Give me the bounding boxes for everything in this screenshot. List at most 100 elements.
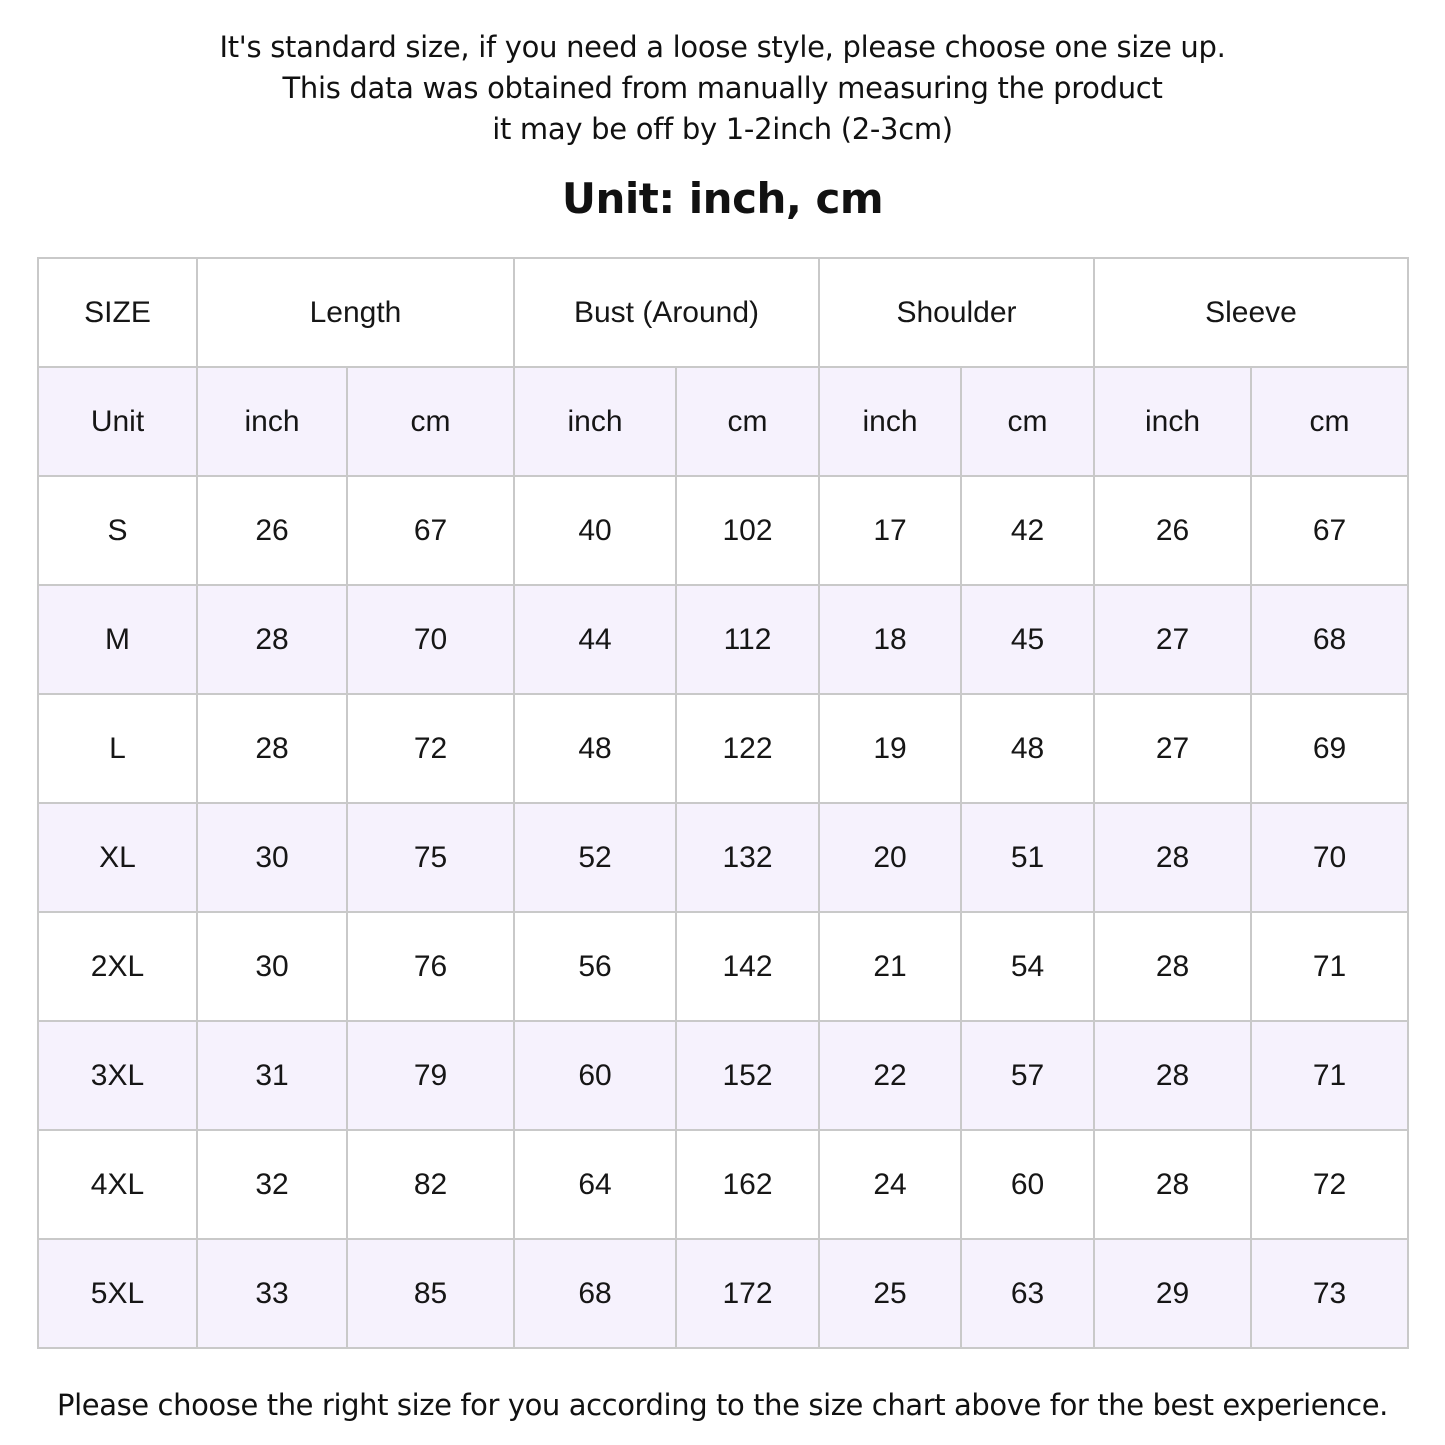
table-cell: 28: [196, 693, 348, 804]
table-cell: 18: [818, 584, 962, 695]
table-cell: 162: [675, 1129, 820, 1240]
table-row: 4XL 32 82 64 162 24 60 28 72: [37, 1129, 1409, 1240]
table-row: XL 30 75 52 132 20 51 28 70: [37, 802, 1409, 913]
table-cell: 67: [1250, 475, 1409, 586]
table-cell: 63: [960, 1238, 1095, 1349]
table-cell: 48: [960, 693, 1095, 804]
table-cell: 60: [513, 1020, 677, 1131]
table-row: L 28 72 48 122 19 48 27 69: [37, 693, 1409, 804]
table-cell: cm: [675, 366, 820, 477]
note-line: This data was obtained from manually mea…: [282, 71, 1163, 105]
row-label: 2XL: [37, 911, 198, 1022]
table-cell: 28: [1093, 911, 1252, 1022]
table-cell: 57: [960, 1020, 1095, 1131]
table-cell: 54: [960, 911, 1095, 1022]
row-label: L: [37, 693, 198, 804]
table-cell: 21: [818, 911, 962, 1022]
size-chart-table: SIZE Length Bust (Around) Shoulder Sleev…: [37, 257, 1409, 1349]
table-cell: 52: [513, 802, 677, 913]
table-row: M 28 70 44 112 18 45 27 68: [37, 584, 1409, 695]
table-cell: 69: [1250, 693, 1409, 804]
note-line: it may be off by 1-2inch (2-3cm): [492, 112, 953, 146]
table-cell: 82: [346, 1129, 515, 1240]
row-label: 5XL: [37, 1238, 198, 1349]
table-cell: 19: [818, 693, 962, 804]
table-cell: 152: [675, 1020, 820, 1131]
footer-note: Please choose the right size for you acc…: [57, 1388, 1388, 1422]
table-cell: 45: [960, 584, 1095, 695]
row-label: S: [37, 475, 198, 586]
table-cell: 68: [1250, 584, 1409, 695]
table-cell: inch: [513, 366, 677, 477]
table-cell: 51: [960, 802, 1095, 913]
group-header-sleeve: Sleeve: [1093, 257, 1409, 368]
table-row: 3XL 31 79 60 152 22 57 28 71: [37, 1020, 1409, 1131]
note-line: It's standard size, if you need a loose …: [219, 30, 1226, 64]
header-row: SIZE Length Bust (Around) Shoulder Sleev…: [37, 257, 1409, 368]
table-cell: 24: [818, 1129, 962, 1240]
table-cell: 85: [346, 1238, 515, 1349]
table-cell: 31: [196, 1020, 348, 1131]
table-row: 5XL 33 85 68 172 25 63 29 73: [37, 1238, 1409, 1349]
table-cell: 70: [1250, 802, 1409, 913]
row-label: XL: [37, 802, 198, 913]
table-cell: 79: [346, 1020, 515, 1131]
table-cell: 48: [513, 693, 677, 804]
table-cell: 73: [1250, 1238, 1409, 1349]
table-cell: 22: [818, 1020, 962, 1131]
table-cell: 142: [675, 911, 820, 1022]
group-header-shoulder: Shoulder: [818, 257, 1095, 368]
size-note: It's standard size, if you need a loose …: [0, 27, 1445, 150]
table-cell: 25: [818, 1238, 962, 1349]
table-cell: 28: [1093, 1129, 1252, 1240]
table-cell: 28: [1093, 1020, 1252, 1131]
table-cell: 30: [196, 802, 348, 913]
table-cell: 64: [513, 1129, 677, 1240]
table-cell: 27: [1093, 693, 1252, 804]
table-cell: 102: [675, 475, 820, 586]
table-cell: 28: [1093, 802, 1252, 913]
table-cell: 68: [513, 1238, 677, 1349]
table-cell: 27: [1093, 584, 1252, 695]
table-cell: 71: [1250, 911, 1409, 1022]
table-cell: 60: [960, 1129, 1095, 1240]
table-cell: 26: [1093, 475, 1252, 586]
table-cell: 132: [675, 802, 820, 913]
table-cell: 42: [960, 475, 1095, 586]
table-cell: inch: [1093, 366, 1252, 477]
table-cell: 76: [346, 911, 515, 1022]
table-cell: 72: [346, 693, 515, 804]
table-cell: 67: [346, 475, 515, 586]
table-cell: 29: [1093, 1238, 1252, 1349]
table-cell: cm: [346, 366, 515, 477]
table-cell: cm: [1250, 366, 1409, 477]
table-cell: 26: [196, 475, 348, 586]
table-cell: 32: [196, 1129, 348, 1240]
table-cell: 28: [196, 584, 348, 695]
table-cell: 75: [346, 802, 515, 913]
table-cell: 112: [675, 584, 820, 695]
table-cell: 30: [196, 911, 348, 1022]
table-cell: 40: [513, 475, 677, 586]
row-label: Unit: [37, 366, 198, 477]
size-header: SIZE: [37, 257, 198, 368]
table-cell: 44: [513, 584, 677, 695]
table-cell: 71: [1250, 1020, 1409, 1131]
unit-title: Unit: inch, cm: [561, 174, 884, 223]
table-cell: 72: [1250, 1129, 1409, 1240]
table-row: 2XL 30 76 56 142 21 54 28 71: [37, 911, 1409, 1022]
table-row: S 26 67 40 102 17 42 26 67: [37, 475, 1409, 586]
group-header-length: Length: [196, 257, 515, 368]
row-label: 3XL: [37, 1020, 198, 1131]
table-cell: 20: [818, 802, 962, 913]
table-cell: inch: [818, 366, 962, 477]
table-cell: 70: [346, 584, 515, 695]
table-cell: 33: [196, 1238, 348, 1349]
table-cell: 56: [513, 911, 677, 1022]
row-label: M: [37, 584, 198, 695]
table-cell: 17: [818, 475, 962, 586]
table-cell: 122: [675, 693, 820, 804]
table-cell: inch: [196, 366, 348, 477]
row-label: 4XL: [37, 1129, 198, 1240]
unit-row: Unit inch cm inch cm inch cm inch cm: [37, 366, 1409, 477]
